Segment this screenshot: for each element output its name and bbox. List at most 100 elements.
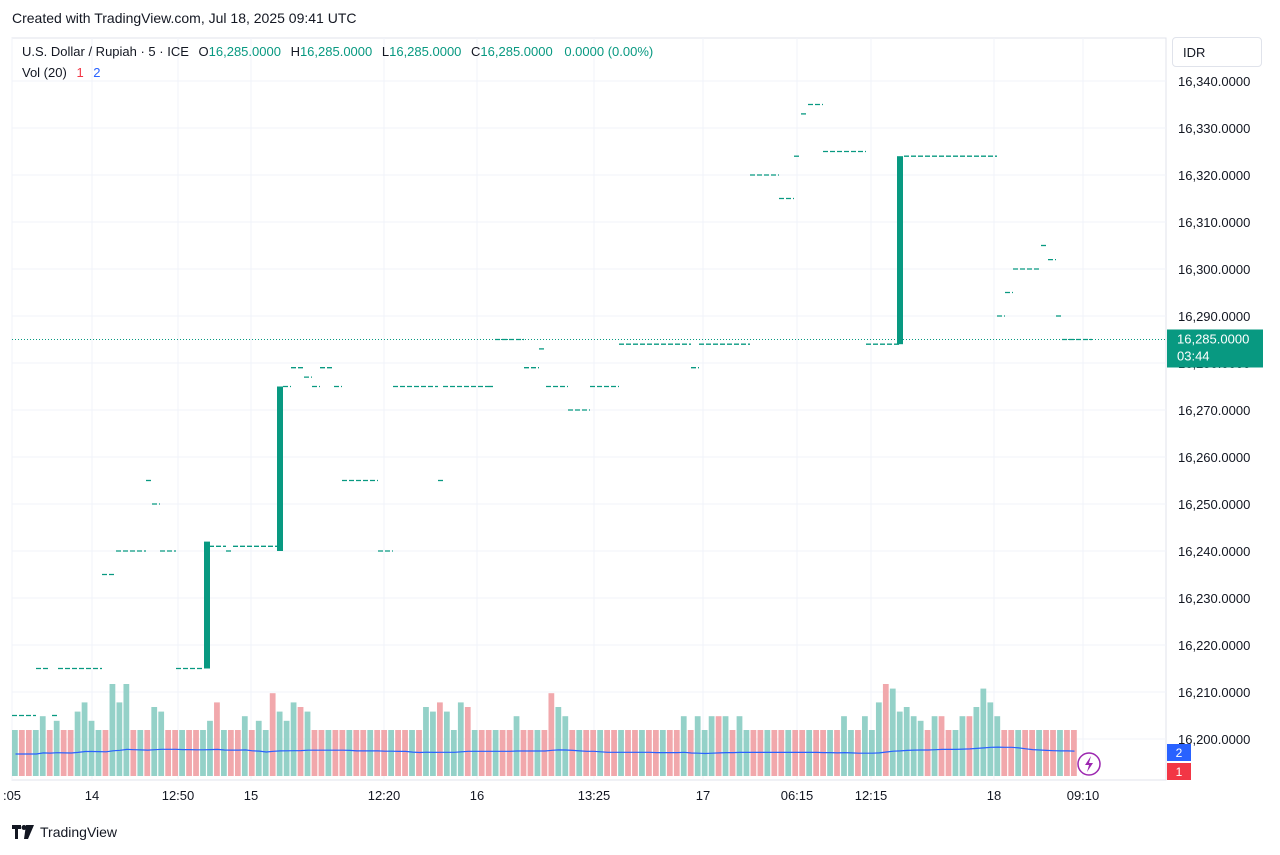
- volume-bar: [81, 702, 88, 776]
- volume-bar: [165, 730, 172, 776]
- volume-bar: [889, 688, 896, 776]
- volume-bar: [534, 730, 541, 776]
- volume-legend[interactable]: Vol (20) 1 2: [22, 65, 101, 80]
- x-tick-label: 14: [85, 788, 99, 803]
- y-tick-label: 16,320.0000: [1178, 168, 1250, 183]
- volume-bar: [248, 730, 255, 776]
- volume-bar: [1036, 730, 1042, 776]
- volume-bar: [862, 716, 868, 776]
- volume-bar: [994, 716, 1001, 776]
- open-value: 16,285.0000: [208, 44, 281, 59]
- volume-bar: [513, 716, 520, 776]
- footer-brand: TradingView: [40, 824, 118, 840]
- volume-bar: [318, 730, 325, 776]
- volume-bar: [541, 730, 548, 776]
- y-tick-label: 16,260.0000: [1178, 450, 1250, 465]
- y-tick-label: 16,210.0000: [1178, 685, 1250, 700]
- volume-bar: [1029, 730, 1035, 776]
- volume-bar: [158, 711, 165, 776]
- volume-bar: [945, 730, 952, 776]
- close-value: 16,285.0000: [480, 44, 553, 59]
- volume-bar: [88, 720, 95, 776]
- volume-bar: [875, 702, 882, 776]
- y-tick-label: 16,300.0000: [1178, 262, 1250, 277]
- y-tick-label: 16,310.0000: [1178, 215, 1250, 230]
- volume-bar: [506, 730, 513, 776]
- volume-bar: [722, 716, 729, 776]
- volume-bar: [1064, 730, 1070, 776]
- x-tick-label: 12:15: [855, 788, 888, 803]
- volume-bar: [471, 730, 478, 776]
- volume-bar: [39, 716, 46, 776]
- x-tick-label: :05: [3, 788, 21, 803]
- low-label: L: [381, 44, 390, 59]
- volume-bar: [569, 730, 576, 776]
- volume-bar: [151, 707, 158, 776]
- volume-value-1: 1: [76, 65, 84, 80]
- volume-bar: [457, 702, 464, 776]
- volume-bar: [680, 716, 687, 776]
- price-tag-countdown: 03:44: [1177, 349, 1210, 364]
- volume-bar: [360, 730, 367, 776]
- volume-ma-line: [15, 746, 1075, 755]
- x-tick-label: 18: [987, 788, 1001, 803]
- volume-bar: [443, 711, 450, 776]
- volume-bar: [227, 730, 234, 776]
- volume-tag-upper: [1167, 744, 1191, 761]
- volume-bar: [478, 730, 485, 776]
- volume-bar: [841, 716, 847, 776]
- volume-bar: [276, 711, 283, 776]
- volume-bar: [234, 730, 241, 776]
- volume-bar: [74, 711, 81, 776]
- volume-bar: [450, 730, 457, 776]
- volume-bar: [214, 702, 220, 776]
- volume-bar: [353, 730, 360, 776]
- price-candle-body: [277, 386, 283, 551]
- volume-bar: [304, 711, 311, 776]
- y-tick-label: 16,230.0000: [1178, 591, 1250, 606]
- x-tick-label: 15: [244, 788, 258, 803]
- volume-bar: [332, 730, 339, 776]
- volume-bar: [1043, 730, 1049, 776]
- volume-bar: [123, 684, 130, 776]
- volume-bar: [381, 730, 388, 776]
- volume-bar: [625, 730, 631, 776]
- volume-bar: [736, 716, 743, 776]
- price-candle-body: [897, 156, 903, 345]
- volume-bar: [952, 730, 959, 776]
- volume-bar: [1008, 730, 1015, 776]
- tradingview-logo[interactable]: TradingView: [12, 824, 117, 840]
- volume-bar: [499, 730, 506, 776]
- y-tick-label: 16,220.0000: [1178, 638, 1250, 653]
- volume-bar: [708, 716, 715, 776]
- volume-bar: [388, 730, 395, 776]
- volume-bar: [200, 730, 206, 776]
- volume-bar: [241, 716, 248, 776]
- volume-bar: [715, 716, 722, 776]
- tradingview-logo-icon: [12, 825, 34, 839]
- volume-bar: [269, 693, 276, 776]
- y-tick-label: 16,340.0000: [1178, 74, 1250, 89]
- x-tick-label: 13:25: [578, 788, 611, 803]
- volume-bar: [32, 730, 39, 776]
- volume-bar: [492, 730, 499, 776]
- volume-tag-lower: [1167, 763, 1191, 780]
- high-label: H: [290, 44, 300, 59]
- symbol-title[interactable]: U.S. Dollar / Rupiah · 5 · ICE: [22, 44, 189, 59]
- y-tick-label: 16,330.0000: [1178, 121, 1250, 136]
- volume-bar: [1050, 730, 1056, 776]
- x-tick-label: 17: [696, 788, 710, 803]
- volume-bar: [262, 730, 269, 776]
- volume-bar: [346, 730, 353, 776]
- volume-bar: [25, 730, 32, 776]
- x-tick-label: 06:15: [781, 788, 814, 803]
- currency-button[interactable]: IDR: [1172, 37, 1262, 67]
- price-tag-value: 16,285.0000: [1177, 332, 1249, 347]
- volume-bar: [1071, 730, 1077, 776]
- volume-bar: [576, 730, 583, 776]
- y-tick-label: 16,290.0000: [1178, 309, 1250, 324]
- volume-bar: [1022, 730, 1029, 776]
- volume-bar: [611, 730, 617, 776]
- volume-bar: [102, 730, 109, 776]
